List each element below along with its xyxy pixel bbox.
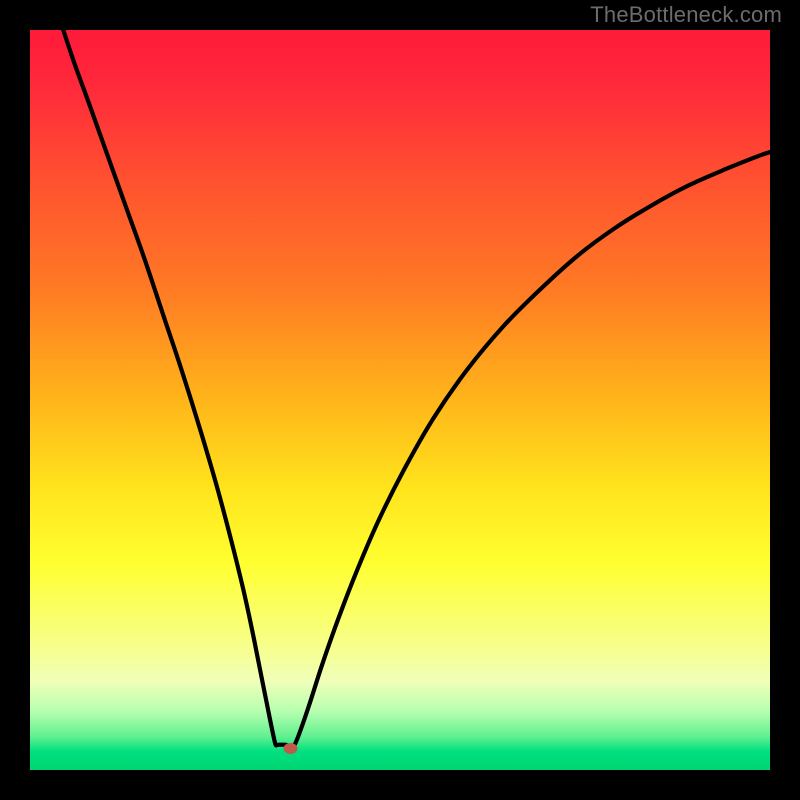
optimal-point-marker <box>283 743 297 754</box>
plot-area <box>30 30 770 770</box>
chart-frame: TheBottleneck.com <box>0 0 800 800</box>
gradient-background <box>30 30 770 770</box>
watermark-text: TheBottleneck.com <box>590 2 782 28</box>
plot-svg <box>30 30 770 770</box>
